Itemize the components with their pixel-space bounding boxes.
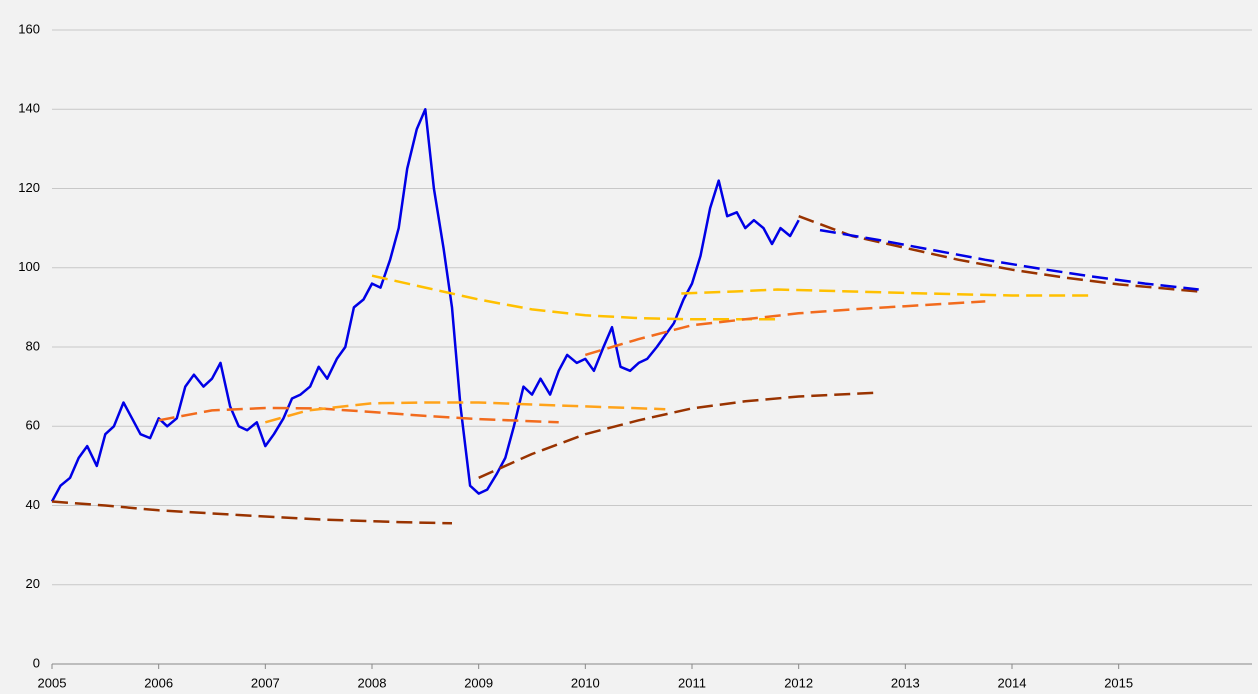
x-tick-label: 2005	[38, 675, 67, 690]
x-tick-label: 2007	[251, 675, 280, 690]
x-tick-label: 2015	[1104, 675, 1133, 690]
series-line	[681, 288, 1092, 297]
y-tick-label: 160	[18, 21, 40, 36]
series-line	[819, 228, 1199, 291]
y-tick-label: 120	[18, 180, 40, 195]
x-tick-label: 2009	[464, 675, 493, 690]
series-line	[798, 215, 1199, 293]
y-tick-label: 80	[26, 338, 40, 353]
x-tick-label: 2011	[678, 675, 706, 690]
series-line	[478, 391, 879, 479]
x-tick-label: 2008	[358, 675, 387, 690]
x-tick-label: 2014	[998, 675, 1027, 690]
y-tick-label: 100	[18, 259, 40, 274]
y-tick-label: 60	[26, 418, 40, 433]
series-line	[264, 401, 666, 424]
y-tick-label: 40	[26, 497, 40, 512]
x-tick-label: 2010	[571, 675, 600, 690]
x-tick-label: 2013	[891, 675, 920, 690]
y-tick-label: 20	[26, 576, 40, 591]
series-line	[371, 274, 778, 321]
x-tick-label: 2012	[784, 675, 813, 690]
series-line	[584, 300, 986, 357]
series-line	[158, 406, 559, 424]
series-line	[50, 108, 800, 503]
x-tick-label: 2006	[144, 675, 173, 690]
y-tick-label: 140	[18, 101, 40, 116]
series-line	[51, 500, 453, 525]
y-tick-label: 0	[33, 655, 40, 670]
